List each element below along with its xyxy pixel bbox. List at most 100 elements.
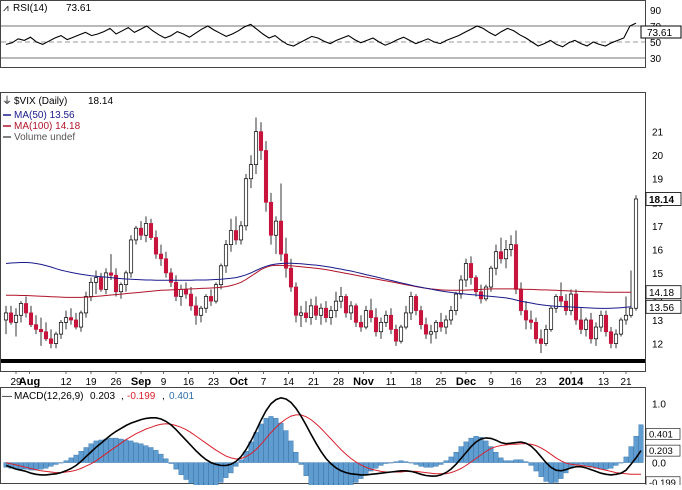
candle-body: [263, 150, 269, 203]
candle: [468, 256, 474, 285]
candle: [243, 174, 249, 231]
candle: [303, 301, 309, 323]
histogram-bar: [403, 461, 409, 463]
candle-body: [228, 230, 234, 246]
candle: [408, 291, 414, 320]
macd-histogram: [3, 416, 644, 490]
histogram-bar: [583, 462, 589, 466]
candle-body: [43, 331, 49, 340]
candle-body: [618, 319, 624, 335]
candle: [443, 315, 449, 335]
histogram-bar: [443, 460, 449, 463]
x-tick-label: 21: [620, 377, 632, 388]
candles: [3, 117, 639, 353]
candle: [268, 192, 274, 245]
price-value-label: 13.56: [649, 303, 674, 314]
macd-sep-2: ,: [162, 391, 165, 402]
candle: [88, 277, 94, 302]
histogram-bar: [183, 462, 189, 480]
histogram-bar: [358, 462, 364, 479]
candle-body: [588, 319, 594, 340]
candle: [18, 301, 24, 323]
histogram-bar: [383, 462, 389, 464]
histogram-bar: [43, 462, 49, 469]
histogram-bar: [58, 462, 64, 464]
legend-value: 13.56: [50, 110, 75, 121]
candle: [428, 324, 434, 344]
macd-value-label: 0.203: [649, 446, 673, 457]
histogram-bar: [618, 462, 624, 464]
candle: [433, 319, 439, 339]
histogram-bar: [608, 462, 614, 469]
candle-body: [23, 303, 29, 314]
histogram-bar: [138, 443, 144, 463]
candle: [383, 310, 389, 328]
x-tick-label: Aug: [19, 376, 40, 388]
histogram-bar: [93, 440, 99, 463]
histogram-bar: [228, 462, 234, 474]
candle-body: [458, 279, 464, 295]
histogram-bar: [478, 436, 484, 463]
candle: [193, 296, 199, 325]
price-tick-label: 21: [652, 128, 664, 139]
candle-body: [153, 237, 159, 255]
candle: [58, 319, 64, 339]
candle-body: [553, 296, 559, 309]
macd-value: 0.203: [90, 391, 115, 402]
candle: [538, 329, 544, 353]
candle-body: [498, 251, 504, 260]
histogram-bar: [513, 459, 519, 463]
candle: [78, 310, 84, 332]
histogram-bar: [368, 462, 374, 472]
candle-body: [448, 310, 454, 321]
candle-body: [613, 333, 619, 344]
signal-line: [5, 414, 641, 475]
x-tick-label: 2014: [559, 376, 584, 388]
histogram-bar: [113, 437, 119, 463]
candle: [248, 155, 254, 189]
candle-body: [433, 321, 439, 333]
histogram-bar: [8, 462, 14, 469]
candle-body: [238, 225, 244, 241]
candle: [543, 324, 549, 346]
candle: [598, 310, 604, 332]
histogram-bar: [468, 437, 474, 463]
histogram-bar: [193, 462, 199, 487]
volume-baseline-bar: [1, 359, 645, 363]
candle: [483, 284, 489, 302]
price-value-box: [645, 285, 682, 300]
candle-body: [423, 324, 429, 335]
candle: [563, 294, 569, 316]
candle: [178, 284, 184, 306]
histogram-bar: [628, 446, 634, 463]
histogram-bar: [38, 462, 44, 470]
candle-body: [413, 296, 419, 311]
price-icon: ⏚: [2, 95, 12, 107]
candle: [513, 230, 519, 295]
x-tick-label: 29: [10, 377, 22, 388]
x-tick-label: 28: [333, 377, 345, 388]
histogram-bar: [268, 416, 274, 463]
candle: [413, 294, 419, 316]
candle-body: [303, 312, 309, 318]
candle-body: [163, 258, 169, 274]
candle-body: [403, 312, 409, 328]
candle-body: [183, 289, 189, 295]
candle-body: [73, 319, 79, 328]
histogram-bar: [98, 439, 104, 463]
candle: [458, 275, 464, 299]
candle-body: [523, 310, 529, 321]
histogram-bar: [303, 462, 309, 476]
legend-name: Volume: [14, 132, 48, 143]
histogram-bar: [613, 462, 619, 466]
candle: [273, 216, 279, 255]
candle: [423, 317, 429, 339]
candle: [113, 268, 119, 297]
candle-body: [83, 296, 89, 314]
x-tick-label: 13: [598, 377, 610, 388]
candle: [108, 254, 114, 280]
candle-body: [158, 253, 164, 260]
candle-body: [583, 319, 589, 330]
